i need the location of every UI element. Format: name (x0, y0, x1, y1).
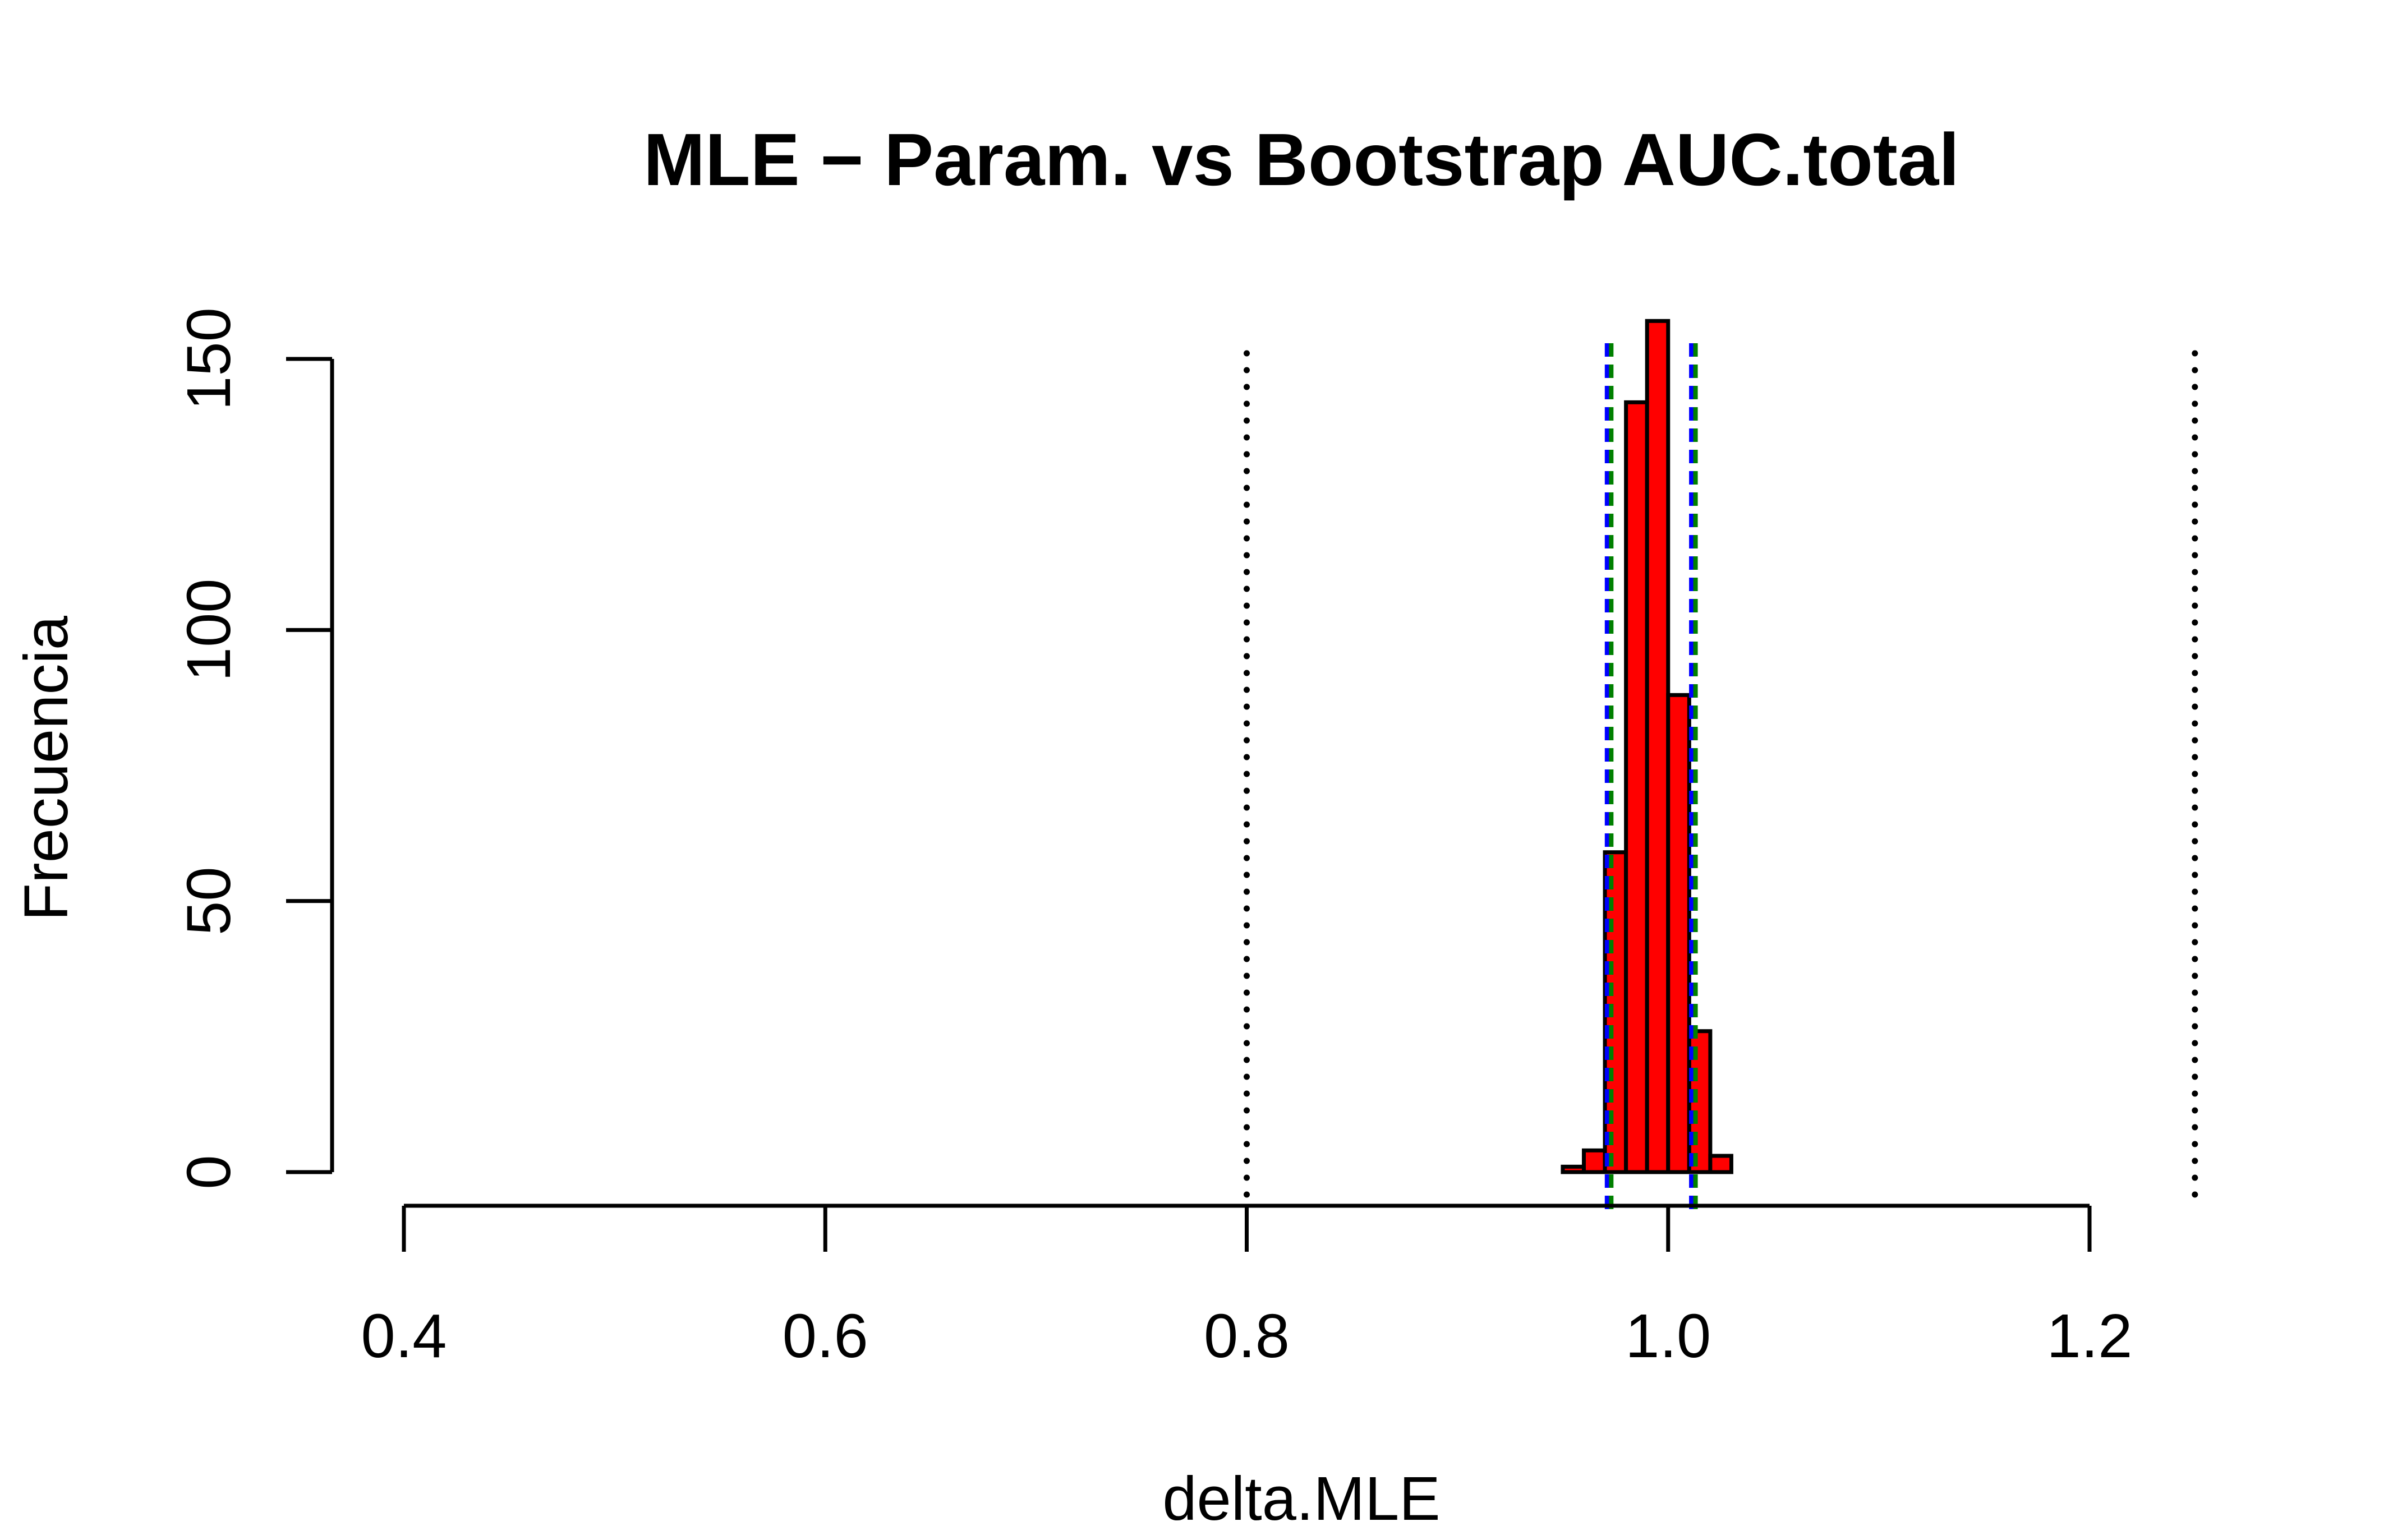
histogram-bar (1624, 400, 1649, 1174)
histogram-bar (1708, 1154, 1733, 1174)
histogram-bar (1561, 1164, 1586, 1174)
histogram-bar (1582, 1148, 1607, 1174)
x-axis-label: delta.MLE (1162, 1464, 1440, 1533)
chart-title: MLE − Param. vs Bootstrap AUC.total (643, 118, 1959, 201)
x-tick-label: 0.4 (361, 1302, 447, 1371)
reference-lines-group (1244, 343, 2198, 1215)
y-tick-label: 150 (174, 307, 243, 411)
x-tick-label: 0.8 (1204, 1302, 1290, 1371)
bars-group (1561, 319, 1733, 1174)
y-tick-label: 50 (174, 866, 243, 935)
y-tick-label: 0 (174, 1155, 243, 1189)
histogram-bar (1666, 693, 1691, 1174)
y-axis: 0 50 100 150 (174, 307, 334, 1189)
x-axis: 0.4 0.6 0.8 1.0 1.2 (361, 1204, 2133, 1371)
x-tick-label: 0.6 (783, 1302, 868, 1371)
histogram-bar (1645, 319, 1671, 1174)
x-tick-label: 1.2 (2047, 1302, 2133, 1371)
x-tick-label: 1.0 (1625, 1302, 1711, 1371)
y-tick-label: 100 (174, 579, 243, 682)
y-axis-label: Frecuencia (12, 615, 81, 921)
